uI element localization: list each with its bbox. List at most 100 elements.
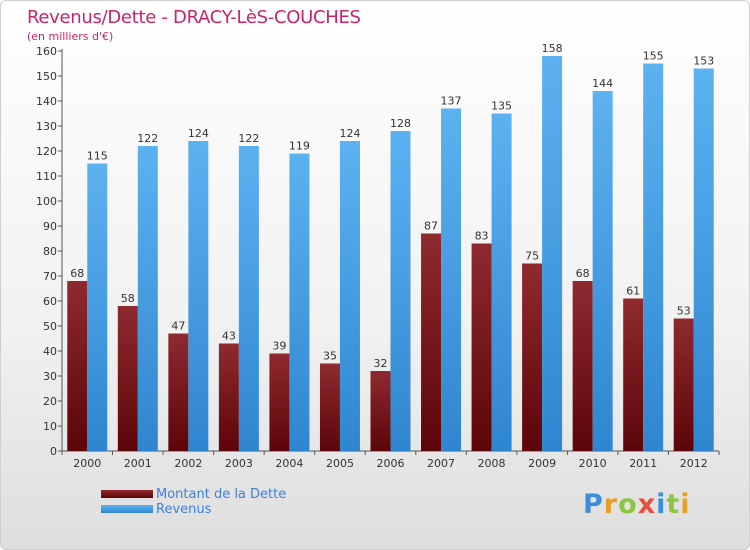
data-label-dette: 58 [121, 292, 135, 305]
x-tick-label: 2004 [275, 457, 303, 470]
data-label-dette: 47 [171, 320, 185, 333]
data-label-revenus: 153 [693, 55, 714, 68]
bar-revenus [390, 131, 411, 451]
logo-letter: t [666, 489, 681, 520]
bar-dette [269, 353, 290, 451]
x-tick-label: 2006 [377, 457, 405, 470]
bars [67, 56, 714, 451]
chart-title: Revenus/Dette - DRACY-LèS-COUCHES [27, 7, 361, 28]
x-tick-label: 2003 [225, 457, 253, 470]
data-label-revenus: 124 [188, 127, 209, 140]
legend-swatch-revenus [101, 505, 153, 513]
data-label-dette: 43 [222, 330, 236, 343]
y-tick-label: 20 [43, 395, 57, 408]
data-label-dette: 68 [70, 267, 84, 280]
logo-letter: P [583, 489, 604, 520]
bar-revenus [238, 146, 259, 451]
bar-revenus [491, 113, 512, 451]
y-tick-label: 60 [43, 295, 57, 308]
x-tick-label: 2001 [124, 457, 152, 470]
bar-dette [370, 371, 391, 451]
x-tick-label: 2011 [629, 457, 657, 470]
y-tick-label: 80 [43, 245, 57, 258]
bar-dette [471, 243, 492, 451]
bar-dette [522, 263, 543, 451]
y-tick-label: 110 [36, 170, 57, 183]
y-tick-label: 160 [36, 45, 57, 58]
data-label-revenus: 115 [87, 150, 108, 163]
data-label-revenus: 155 [643, 50, 664, 63]
bar-dette [421, 233, 442, 451]
bar-dette [67, 281, 88, 451]
bar-revenus [542, 56, 563, 451]
logo-letter: i [656, 489, 667, 520]
bar-dette [572, 281, 593, 451]
data-label-revenus: 135 [491, 100, 512, 113]
x-tick-label: 2007 [427, 457, 455, 470]
data-labels: 68 115 58 122 47 124 43 122 39 119 35 124 32 128 87 137… [70, 42, 714, 370]
bar-revenus [137, 146, 158, 451]
data-label-revenus: 122 [137, 132, 158, 145]
bar-dette [218, 343, 239, 451]
bar-dette [673, 318, 694, 451]
y-tick-label: 90 [43, 220, 57, 233]
y-tick-label: 130 [36, 120, 57, 133]
data-label-dette: 68 [576, 267, 590, 280]
bar-dette [117, 306, 138, 451]
data-label-dette: 53 [677, 305, 691, 318]
x-tick-label: 2010 [579, 457, 607, 470]
logo-letter: o [618, 489, 638, 520]
bar-revenus [87, 163, 108, 451]
data-label-revenus: 128 [390, 117, 411, 130]
y-tick-label: 10 [43, 420, 57, 433]
legend-label-dette: Montant de la Dette [156, 487, 287, 502]
proxiti-logo: Proxiti [583, 489, 691, 520]
bar-revenus [188, 141, 209, 451]
x-tick-label: 2005 [326, 457, 354, 470]
data-label-revenus: 158 [542, 42, 563, 55]
bar-revenus [441, 108, 462, 451]
x-tick-label: 2009 [528, 457, 556, 470]
data-label-revenus: 119 [289, 140, 310, 153]
data-label-dette: 39 [272, 340, 286, 353]
data-label-dette: 35 [323, 350, 337, 363]
y-tick-label: 0 [50, 445, 57, 458]
y-tick-label: 70 [43, 270, 57, 283]
data-label-dette: 32 [374, 357, 388, 370]
legend-label-revenus: Revenus [156, 502, 212, 517]
legend-swatch-dette [101, 490, 153, 498]
data-label-dette: 61 [626, 285, 640, 298]
bar-revenus [693, 68, 714, 451]
y-tick-label: 150 [36, 70, 57, 83]
bar-revenus [592, 91, 613, 451]
data-label-revenus: 137 [441, 95, 462, 108]
data-label-dette: 75 [525, 250, 539, 263]
data-label-dette: 83 [475, 230, 489, 243]
y-tick-label: 140 [36, 95, 57, 108]
y-tick-label: 30 [43, 370, 57, 383]
y-tick-label: 50 [43, 320, 57, 333]
data-label-revenus: 144 [592, 77, 613, 90]
bar-revenus [643, 63, 664, 451]
y-tick-label: 120 [36, 145, 57, 158]
bar-revenus [339, 141, 360, 451]
logo-letter: x [637, 489, 657, 520]
x-tick-label: 2012 [680, 457, 708, 470]
bar-dette [168, 333, 189, 451]
chart-subtitle: (en milliers d'€) [27, 30, 114, 43]
data-label-revenus: 122 [238, 132, 259, 145]
data-label-revenus: 124 [339, 127, 360, 140]
bar-dette [319, 363, 340, 451]
x-tick-label: 2008 [478, 457, 506, 470]
logo-letter: r [603, 489, 619, 520]
y-tick-label: 40 [43, 345, 57, 358]
bar-dette [623, 298, 644, 451]
y-tick-label: 100 [36, 195, 57, 208]
logo-letter: i [680, 489, 691, 520]
x-tick-label: 2000 [73, 457, 101, 470]
bar-revenus [289, 153, 310, 451]
x-tick-label: 2002 [174, 457, 202, 470]
data-label-dette: 87 [424, 220, 438, 233]
